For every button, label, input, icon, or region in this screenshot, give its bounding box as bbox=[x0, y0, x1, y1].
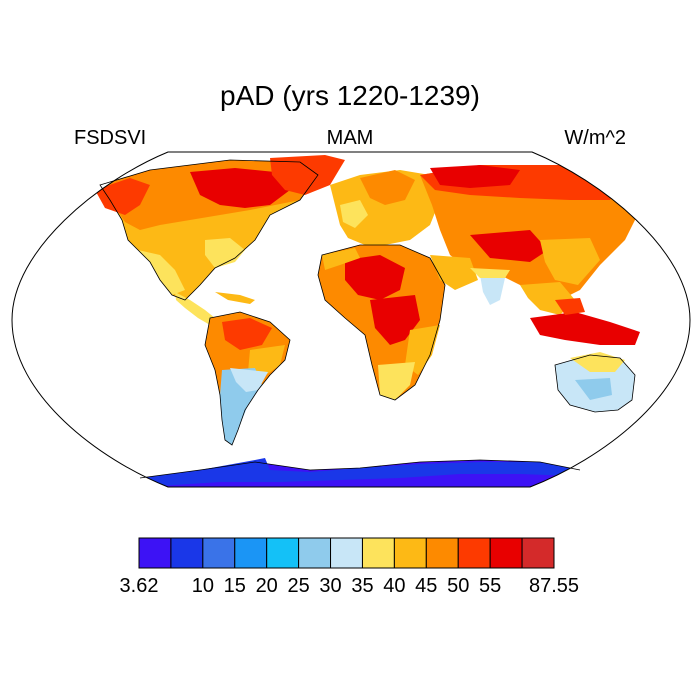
us-east-mid bbox=[205, 238, 245, 268]
north-africa-coast bbox=[322, 248, 360, 270]
sahara-hot bbox=[345, 255, 405, 300]
sahel-hot bbox=[370, 295, 420, 345]
colorbar-swatch bbox=[298, 537, 332, 569]
colorbar-tick-label: 15 bbox=[224, 575, 246, 597]
south-africa-cool bbox=[378, 362, 415, 400]
colorbar-swatch bbox=[202, 537, 236, 569]
colorbar-swatch bbox=[234, 537, 268, 569]
colorbar-tick-label: 25 bbox=[287, 575, 309, 597]
canada-hot bbox=[190, 168, 290, 208]
colorbar-tick-label: 55 bbox=[479, 575, 501, 597]
colorbar-tick-label: 3.62 bbox=[120, 575, 159, 597]
colorbar-tick-label: 20 bbox=[256, 575, 278, 597]
siberia-hot bbox=[430, 165, 520, 188]
colorbar-swatch bbox=[330, 537, 363, 569]
plot-title: pAD (yrs 1220-1239) bbox=[220, 80, 480, 111]
caribbean bbox=[215, 292, 255, 304]
central-asia-hot bbox=[470, 230, 548, 262]
scandinavia bbox=[360, 170, 415, 205]
europe-land bbox=[330, 170, 440, 245]
colorbar-swatch bbox=[457, 537, 491, 569]
colorbar-swatch bbox=[266, 537, 300, 569]
south-america-colder bbox=[230, 368, 268, 392]
colorbar-swatch bbox=[361, 537, 395, 569]
china-mid bbox=[540, 238, 600, 285]
india-mid bbox=[470, 268, 510, 278]
units-label: W/m^2 bbox=[564, 127, 626, 149]
colorbar-tick-label: 50 bbox=[447, 575, 469, 597]
colorbar-swatch bbox=[138, 537, 172, 569]
middle-east-mid bbox=[430, 255, 478, 290]
colorbar-swatch bbox=[489, 537, 523, 569]
greenland bbox=[270, 155, 345, 195]
colorbar-tick-label: 40 bbox=[383, 575, 405, 597]
coastlines bbox=[99, 159, 636, 479]
australia-center-cold bbox=[575, 378, 612, 400]
alaska-warm bbox=[95, 178, 150, 215]
colorbar-tick-label: 35 bbox=[351, 575, 373, 597]
europe-north-cool bbox=[340, 200, 368, 228]
colorbar-tick-label: 10 bbox=[192, 575, 214, 597]
antarctica-edge bbox=[140, 458, 580, 486]
colorbar-swatch bbox=[425, 537, 459, 569]
colorbar-swatch bbox=[170, 537, 204, 569]
season-label: MAM bbox=[326, 127, 374, 149]
colorbar-swatch bbox=[393, 537, 427, 569]
brazil-mid bbox=[248, 345, 285, 378]
colorbar-tick-label: 87.55 bbox=[529, 575, 579, 597]
india-cool bbox=[480, 275, 505, 305]
colorbar-swatch bbox=[521, 537, 555, 569]
amazon-warm bbox=[222, 318, 272, 350]
colorbar-tick-label: 30 bbox=[319, 575, 341, 597]
colorbar-tick-label: 45 bbox=[415, 575, 437, 597]
indonesia-hot bbox=[530, 312, 640, 345]
variable-label: FSDSVI bbox=[74, 127, 147, 149]
map-frame bbox=[11, 151, 691, 488]
indonesia-warm bbox=[555, 298, 585, 315]
